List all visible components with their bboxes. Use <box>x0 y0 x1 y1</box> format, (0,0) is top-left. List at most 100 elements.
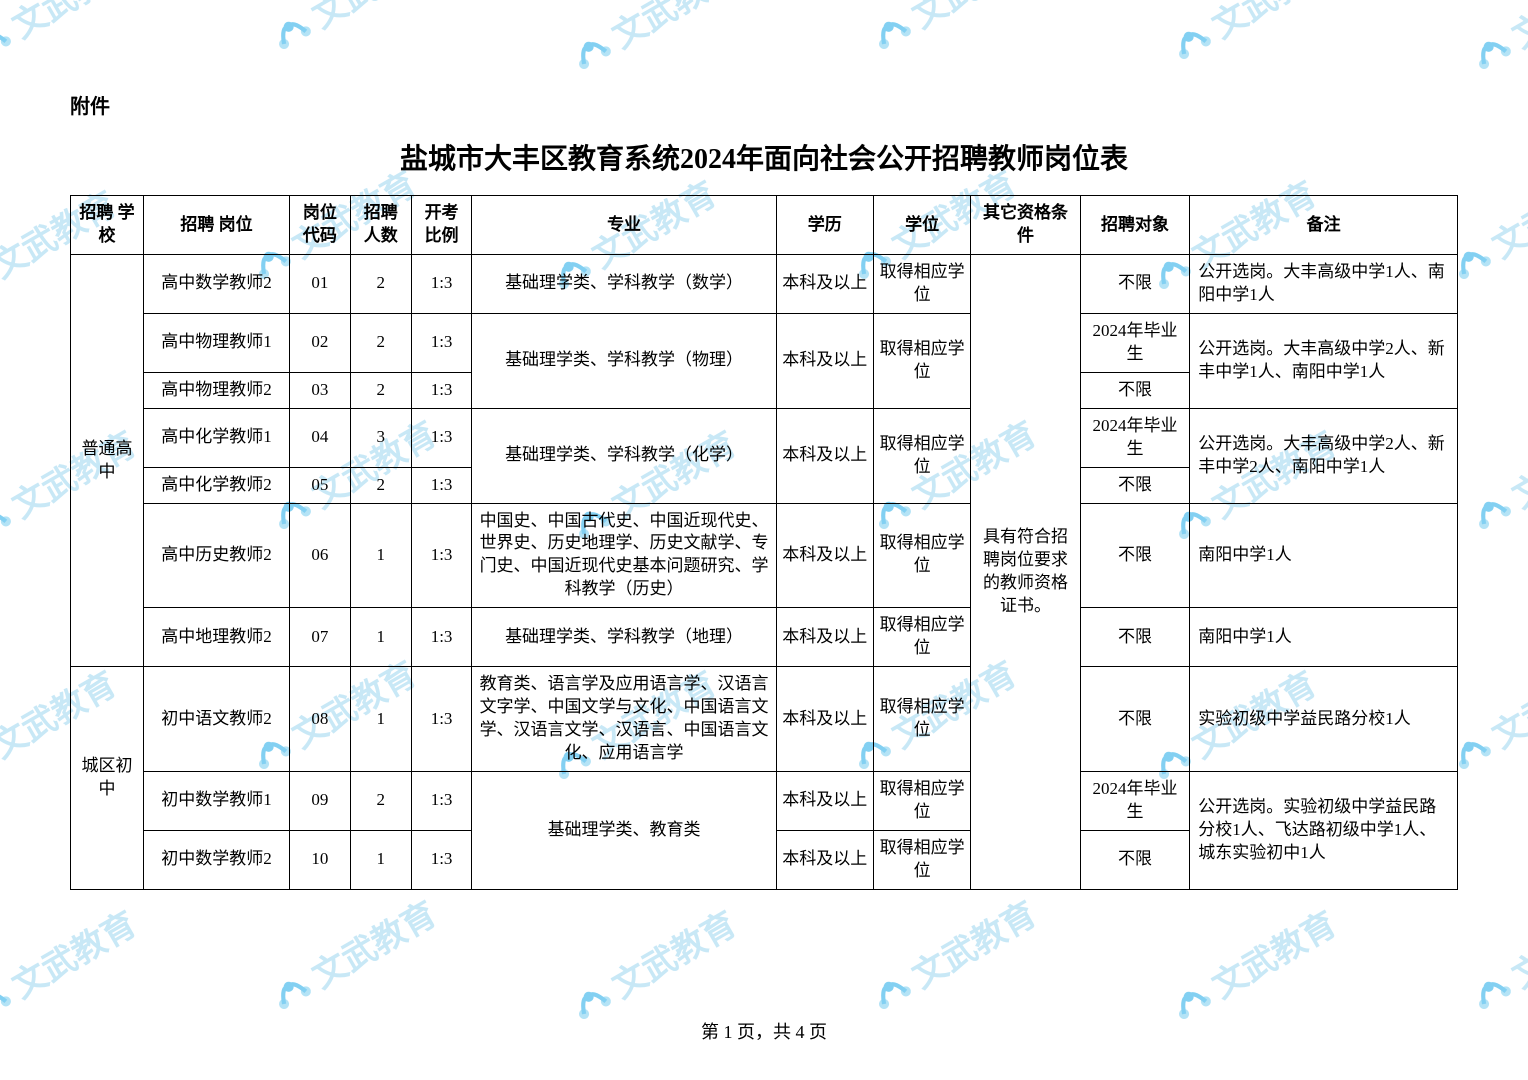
cell-edu: 本科及以上 <box>776 608 873 667</box>
cell-major: 中国史、中国古代史、中国近现代史、世界史、历史地理学、历史文献学、专门史、中国近… <box>472 503 776 608</box>
cell-count: 2 <box>350 372 411 408</box>
cell-remark: 公开选岗。大丰高级中学2人、新丰中学2人、南阳中学1人 <box>1190 408 1458 503</box>
watermark: 文武教育 <box>1460 407 1528 541</box>
cell-count: 2 <box>350 771 411 830</box>
table-row: 高中物理教师10221:3基础理学类、学科教学（物理）本科及以上取得相应学位20… <box>71 313 1458 372</box>
table-header-row: 招聘 学校 招聘 岗位 岗位 代码 招聘 人数 开考 比例 专业 学历 学位 其… <box>71 196 1458 255</box>
table-row: 高中地理教师20711:3基础理学类、学科教学（地理）本科及以上取得相应学位不限… <box>71 608 1458 667</box>
cell-degree: 取得相应学位 <box>873 313 970 408</box>
cell-code: 10 <box>290 830 351 889</box>
watermark: 文武教育 <box>1460 887 1528 1021</box>
cell-code: 02 <box>290 313 351 372</box>
watermark: 文武教育 <box>0 0 144 72</box>
cell-major: 教育类、语言学及应用语言学、汉语言文字学、中国文学与文化、中国语言文学、汉语言文… <box>472 667 776 772</box>
cell-post: 初中数学教师1 <box>144 771 290 830</box>
th-code: 岗位 代码 <box>290 196 351 255</box>
cell-remark: 公开选岗。大丰高级中学1人、南阳中学1人 <box>1190 255 1458 314</box>
th-remark: 备注 <box>1190 196 1458 255</box>
watermark: 文武教育 <box>560 897 744 1031</box>
table-row: 高中化学教师10431:3基础理学类、学科教学（化学）本科及以上取得相应学位20… <box>71 408 1458 467</box>
cell-school: 普通高 中 <box>71 255 144 667</box>
cell-major: 基础理学类、学科教学（地理） <box>472 608 776 667</box>
cell-school: 城区初 中 <box>71 667 144 890</box>
cell-code: 01 <box>290 255 351 314</box>
attachment-label: 附件 <box>70 90 1458 119</box>
cell-edu: 本科及以上 <box>776 771 873 830</box>
cell-count: 1 <box>350 667 411 772</box>
table-row: 城区初 中初中语文教师20811:3教育类、语言学及应用语言学、汉语言文字学、中… <box>71 667 1458 772</box>
cell-ratio: 1:3 <box>411 255 472 314</box>
cell-edu: 本科及以上 <box>776 667 873 772</box>
cell-major: 基础理学类、学科教学（化学） <box>472 408 776 503</box>
cell-code: 07 <box>290 608 351 667</box>
cell-code: 03 <box>290 372 351 408</box>
th-qual: 其它资格条 件 <box>971 196 1081 255</box>
cell-count: 1 <box>350 503 411 608</box>
cell-target: 不限 <box>1080 467 1190 503</box>
table-row: 普通高 中高中数学教师20121:3基础理学类、学科教学（数学）本科及以上取得相… <box>71 255 1458 314</box>
cell-target: 不限 <box>1080 830 1190 889</box>
cell-post: 初中数学教师2 <box>144 830 290 889</box>
cell-target: 不限 <box>1080 503 1190 608</box>
cell-code: 04 <box>290 408 351 467</box>
page-footer: 第 1 页，共 4 页 <box>0 1018 1528 1044</box>
th-edu: 学历 <box>776 196 873 255</box>
cell-ratio: 1:3 <box>411 503 472 608</box>
cell-edu: 本科及以上 <box>776 503 873 608</box>
cell-count: 3 <box>350 408 411 467</box>
watermark: 文武教育 <box>260 887 444 1021</box>
th-count: 招聘 人数 <box>350 196 411 255</box>
cell-count: 1 <box>350 830 411 889</box>
th-ratio: 开考 比例 <box>411 196 472 255</box>
cell-ratio: 1:3 <box>411 830 472 889</box>
cell-ratio: 1:3 <box>411 467 472 503</box>
cell-target: 不限 <box>1080 255 1190 314</box>
cell-degree: 取得相应学位 <box>873 255 970 314</box>
cell-target: 2024年毕业生 <box>1080 313 1190 372</box>
watermark: 文武教育 <box>860 887 1044 1021</box>
cell-major: 基础理学类、学科教学（数学） <box>472 255 776 314</box>
th-degree: 学位 <box>873 196 970 255</box>
cell-target: 不限 <box>1080 372 1190 408</box>
cell-ratio: 1:3 <box>411 408 472 467</box>
cell-post: 高中地理教师2 <box>144 608 290 667</box>
th-school: 招聘 学校 <box>71 196 144 255</box>
cell-degree: 取得相应学位 <box>873 503 970 608</box>
cell-post: 高中化学教师2 <box>144 467 290 503</box>
recruitment-table: 招聘 学校 招聘 岗位 岗位 代码 招聘 人数 开考 比例 专业 学历 学位 其… <box>70 195 1458 890</box>
cell-ratio: 1:3 <box>411 608 472 667</box>
cell-degree: 取得相应学位 <box>873 830 970 889</box>
cell-code: 05 <box>290 467 351 503</box>
watermark: 文武教育 <box>1160 897 1344 1031</box>
th-post: 招聘 岗位 <box>144 196 290 255</box>
cell-ratio: 1:3 <box>411 771 472 830</box>
cell-qualification: 具有符合招聘岗位要求的教师资格证书。 <box>971 255 1081 890</box>
table-row: 初中数学教师10921:3基础理学类、教育类本科及以上取得相应学位2024年毕业… <box>71 771 1458 830</box>
watermark: 文武教育 <box>560 0 744 82</box>
cell-edu: 本科及以上 <box>776 255 873 314</box>
table-row: 高中历史教师20611:3中国史、中国古代史、中国近现代史、世界史、历史地理学、… <box>71 503 1458 608</box>
cell-remark: 南阳中学1人 <box>1190 608 1458 667</box>
cell-ratio: 1:3 <box>411 313 472 372</box>
watermark: 文武教育 <box>1460 0 1528 82</box>
th-major: 专业 <box>472 196 776 255</box>
cell-code: 06 <box>290 503 351 608</box>
cell-edu: 本科及以上 <box>776 830 873 889</box>
cell-degree: 取得相应学位 <box>873 771 970 830</box>
cell-code: 08 <box>290 667 351 772</box>
cell-post: 高中物理教师2 <box>144 372 290 408</box>
cell-remark: 南阳中学1人 <box>1190 503 1458 608</box>
cell-count: 2 <box>350 313 411 372</box>
cell-target: 2024年毕业生 <box>1080 771 1190 830</box>
watermark: 文武教育 <box>0 897 144 1031</box>
cell-degree: 取得相应学位 <box>873 608 970 667</box>
page-title: 盐城市大丰区教育系统2024年面向社会公开招聘教师岗位表 <box>70 137 1458 177</box>
cell-remark: 公开选岗。实验初级中学益民路分校1人、飞达路初级中学1人、城东实验初中1人 <box>1190 771 1458 889</box>
cell-edu: 本科及以上 <box>776 313 873 408</box>
cell-ratio: 1:3 <box>411 667 472 772</box>
cell-remark: 实验初级中学益民路分校1人 <box>1190 667 1458 772</box>
cell-target: 不限 <box>1080 608 1190 667</box>
cell-code: 09 <box>290 771 351 830</box>
cell-major: 基础理学类、学科教学（物理） <box>472 313 776 408</box>
cell-count: 2 <box>350 467 411 503</box>
